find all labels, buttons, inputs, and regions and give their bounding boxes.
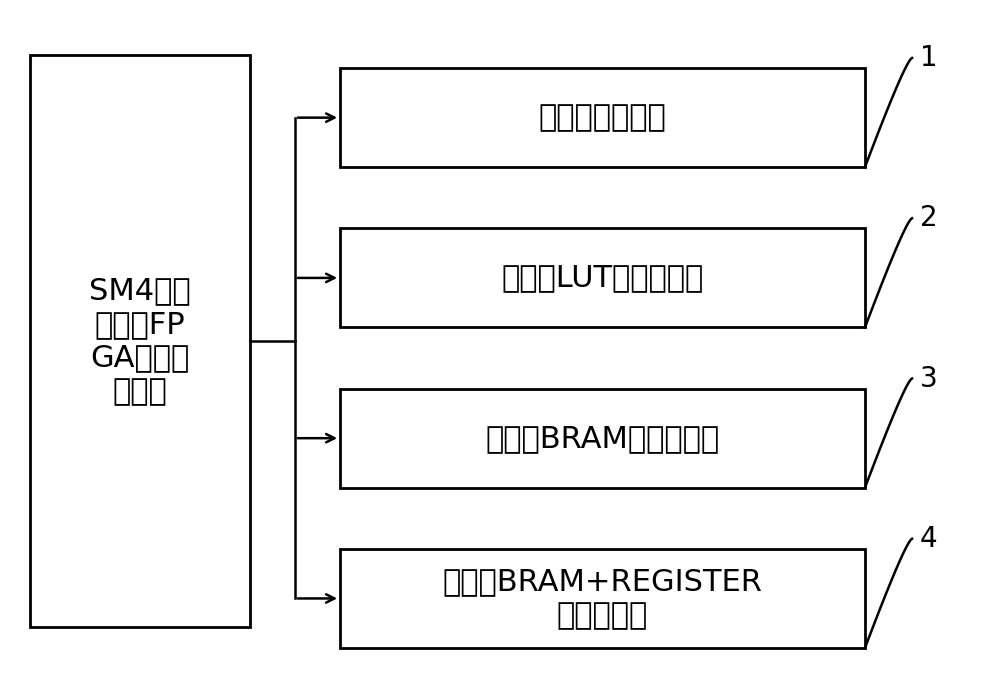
Text: 1: 1 [920,44,938,72]
Text: 流水线BRAM+REGISTER
型设计架构: 流水线BRAM+REGISTER 型设计架构 [442,567,763,629]
Text: 4: 4 [920,524,938,553]
Text: 流水线BRAM型设计架构: 流水线BRAM型设计架构 [485,424,720,453]
Bar [30,55,250,627]
Text: SM4密码
算法的FP
GA优化实
现系统: SM4密码 算法的FP GA优化实 现系统 [89,276,191,406]
Bar [340,228,865,327]
Text: 流水线LUT型设计架构: 流水线LUT型设计架构 [501,263,704,293]
Text: 3: 3 [920,364,938,393]
Text: 2: 2 [920,204,938,233]
Text: 循环型设计架构: 循环型设计架构 [539,103,666,132]
Bar [340,68,865,167]
Bar [340,389,865,488]
Bar [340,549,865,648]
